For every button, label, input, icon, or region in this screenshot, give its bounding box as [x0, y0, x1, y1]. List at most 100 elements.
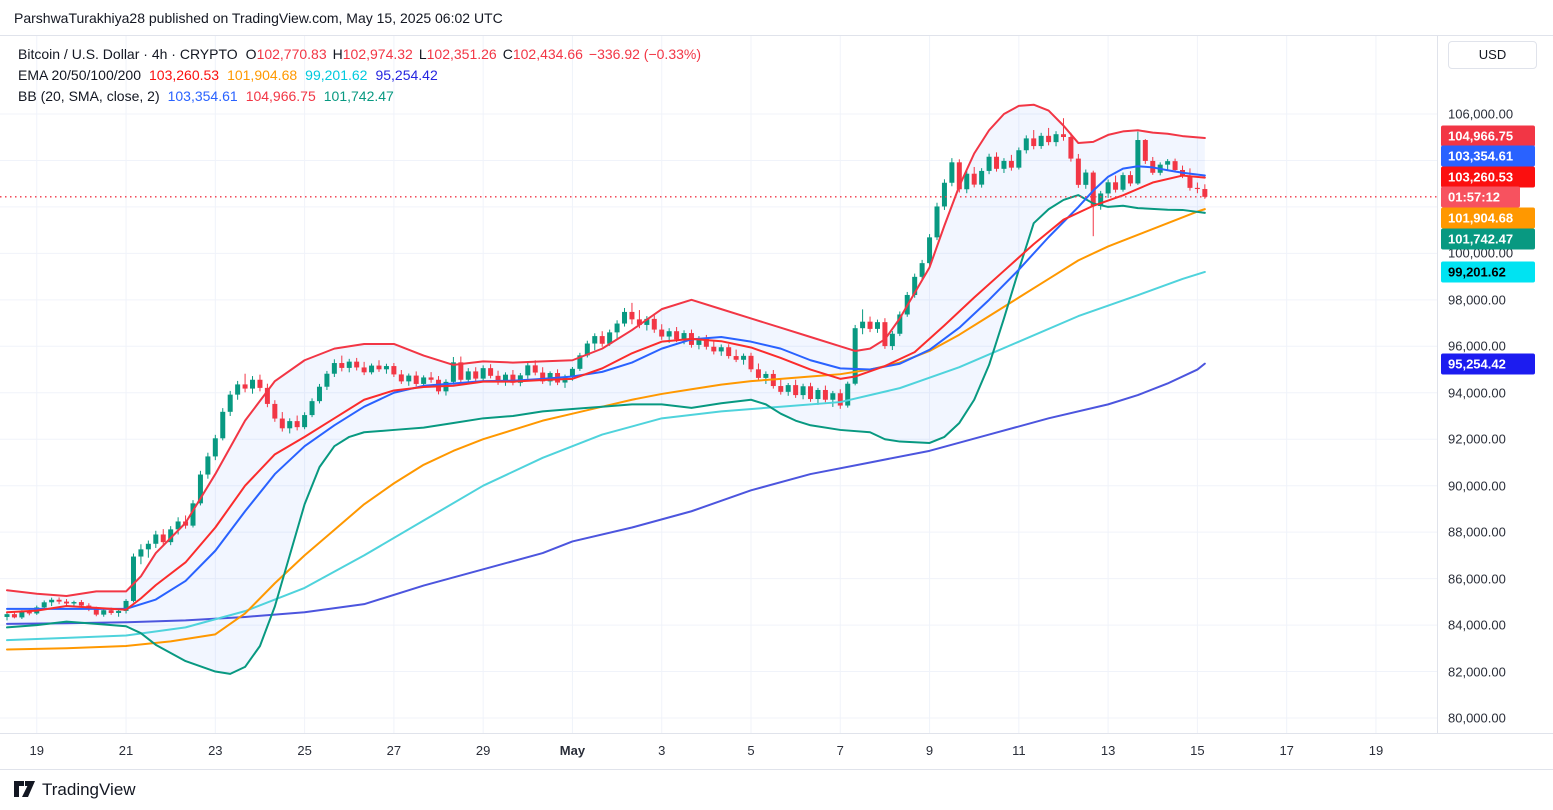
candle [614, 323, 620, 333]
candle [510, 374, 516, 383]
candle [1120, 175, 1126, 190]
candle [227, 394, 233, 412]
price-label: 98,000.00 [1448, 292, 1506, 308]
candle [1172, 161, 1178, 170]
candle [1038, 135, 1044, 147]
ema-indicator-title: EMA 20/50/100/200 [18, 67, 141, 83]
candle [78, 602, 84, 606]
candle [108, 610, 114, 613]
countdown-badge: 01:57:12 [1441, 186, 1520, 208]
candle [718, 347, 724, 352]
candle [138, 549, 144, 557]
candle [592, 336, 598, 344]
ema100-badge: 99,201.62 [1441, 261, 1535, 283]
ema-value-1: 101,904.68 [227, 67, 298, 83]
bb-value-1: 104,966.75 [245, 88, 316, 104]
candle [197, 474, 203, 504]
candle [703, 338, 709, 347]
candle [755, 369, 761, 378]
candle [235, 384, 241, 395]
price-label: 82,000.00 [1448, 664, 1506, 680]
candle [175, 521, 181, 530]
candle [316, 386, 322, 402]
candle [748, 355, 754, 370]
ema-legend-row[interactable]: EMA 20/50/100/200 103,260.53 101,904.68 99,… [18, 65, 709, 86]
ema200-line [6, 362, 1206, 625]
candle [11, 614, 17, 618]
candle [919, 263, 925, 277]
candle [257, 379, 263, 388]
candle [1187, 175, 1193, 188]
price-label: 84,000.00 [1448, 617, 1506, 633]
symbol-legend-row[interactable]: Bitcoin / U.S. Dollar · 4h · CRYPTO O102,… [18, 44, 709, 65]
chart-pane[interactable]: Bitcoin / U.S. Dollar · 4h · CRYPTO O102,… [0, 36, 1437, 733]
price-label: 92,000.00 [1448, 431, 1506, 447]
ema20-badge: 103,260.53 [1441, 166, 1535, 188]
attribution-text: ParshwaTurakhiya28 published on TradingV… [14, 10, 503, 26]
candle [837, 393, 843, 406]
candle [383, 366, 389, 370]
candle [822, 389, 828, 400]
time-axis[interactable]: 19 21 23 25 27 29 May 3 5 7 9 11 13 15 17 19 [0, 733, 1553, 770]
candle [659, 329, 665, 337]
candle [190, 503, 196, 526]
attribution-bar: ParshwaTurakhiya28 published on TradingV… [0, 0, 1553, 36]
price-axis[interactable]: USD 106,000.00104,000.00102,000.00100,00… [1437, 36, 1553, 770]
bb-basis-badge: 103,354.61 [1441, 145, 1535, 167]
candle [726, 347, 732, 357]
candle [830, 393, 836, 400]
price-label: 90,000.00 [1448, 478, 1506, 494]
candle [971, 173, 977, 185]
ohlc-C: C102,434.66 [502, 46, 583, 62]
candle [577, 355, 583, 369]
candle [428, 377, 434, 380]
bb-indicator-title: BB (20, SMA, close, 2) [18, 88, 160, 104]
candle [540, 372, 546, 382]
candle [733, 356, 739, 360]
candle [279, 418, 285, 429]
candle [1165, 161, 1171, 165]
candle [101, 610, 107, 615]
candle [1135, 140, 1141, 184]
candle [302, 415, 308, 428]
candle [1046, 135, 1052, 143]
candle [584, 343, 590, 356]
candle [502, 374, 508, 383]
candle [681, 333, 687, 340]
candle [205, 456, 211, 475]
candle [71, 602, 77, 604]
candle [116, 610, 122, 613]
candle [644, 318, 650, 325]
price-label: 88,000.00 [1448, 524, 1506, 540]
candle [324, 373, 330, 387]
candle [815, 389, 821, 400]
tradingview-logo-icon [14, 781, 35, 797]
candle [495, 375, 501, 383]
candle [1060, 134, 1066, 137]
bb-values: 103,354.61 104,966.75 101,742.47 [168, 88, 402, 104]
time-tick-9: 9 [925, 743, 934, 758]
ema-value-3: 95,254.42 [375, 67, 438, 83]
brand-name: TradingView [42, 780, 136, 799]
candle [376, 365, 382, 370]
candle [49, 599, 55, 603]
ohlc-H: H102,974.32 [332, 46, 413, 62]
candle [741, 355, 747, 360]
candle [800, 386, 806, 396]
candle [458, 362, 464, 380]
candle [994, 156, 1000, 169]
ema20-line [6, 174, 1206, 614]
candle [845, 383, 851, 406]
currency-toggle-button[interactable]: USD [1448, 41, 1537, 69]
bb-legend-row[interactable]: BB (20, SMA, close, 2) 103,354.61 104,966.… [18, 86, 709, 107]
candle [391, 366, 397, 375]
candle [808, 386, 814, 400]
candle [64, 601, 70, 604]
bb-value-2: 101,742.47 [323, 88, 394, 104]
price-label: 106,000.00 [1448, 106, 1514, 122]
candle [979, 170, 985, 185]
candle [532, 365, 538, 373]
candle [1127, 175, 1133, 184]
candle [287, 421, 293, 429]
candlestick-chart[interactable] [0, 36, 1437, 733]
